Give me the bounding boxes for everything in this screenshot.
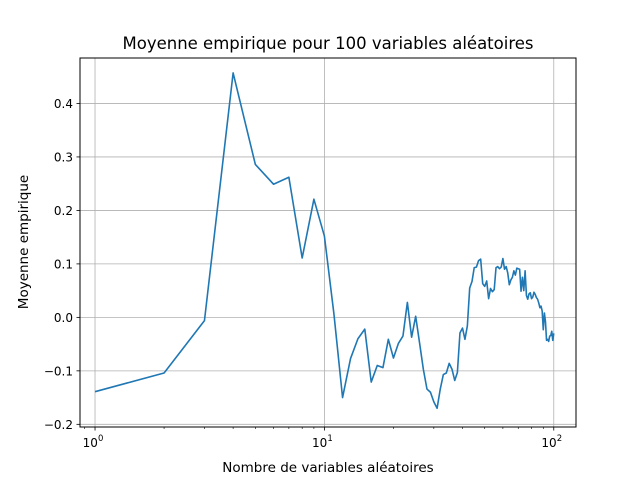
y-tick-label: −0.1	[44, 364, 73, 378]
y-tick-label: 0.2	[54, 204, 73, 218]
x-tick-label-exponent: 0	[98, 434, 103, 444]
x-tick-label: 102	[541, 434, 562, 450]
x-tick-label-base: 10	[312, 436, 327, 450]
series-line	[94, 72, 555, 410]
x-tick-label: 100	[83, 434, 104, 450]
y-tick-label: −0.2	[44, 418, 73, 432]
y-tick-label: 0.4	[54, 97, 73, 111]
x-tick-label-exponent: 2	[557, 434, 562, 444]
series-layer	[94, 72, 555, 410]
chart-title: Moyenne empirique pour 100 variables alé…	[122, 34, 533, 53]
x-tick-label: 101	[312, 434, 333, 450]
x-tick-label-exponent: 1	[327, 434, 332, 444]
y-tick-label: 0.3	[54, 150, 73, 164]
y-axis-label: Moyenne empirique	[16, 175, 32, 309]
x-tick-label-base: 10	[83, 436, 98, 450]
x-axis-label: Nombre de variables aléatoires	[222, 460, 433, 476]
x-tick-label-base: 10	[541, 436, 556, 450]
plot-frame	[79, 57, 577, 428]
y-tick-label: 0.1	[54, 257, 73, 271]
y-tick-label: 0.0	[54, 311, 73, 325]
